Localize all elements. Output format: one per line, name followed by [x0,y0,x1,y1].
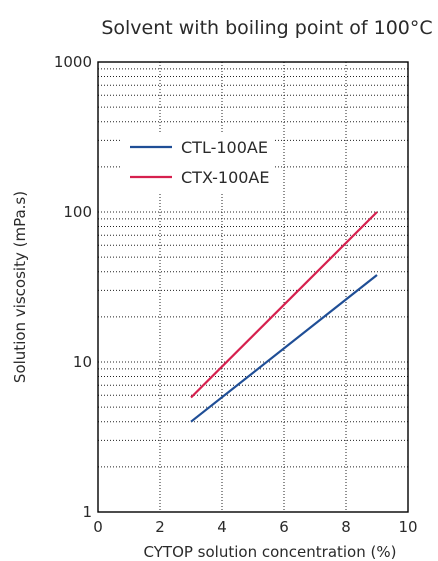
series-line-ctl-100ae [190,274,378,423]
legend: CTL-100AE CTX-100AE [122,134,274,192]
x-tick-label-10: 10 [398,518,417,536]
x-tick-label-4: 4 [217,518,227,536]
series-line-ctx-100ae [190,211,378,399]
y-tick-label-1000: 1000 [54,53,92,71]
x-axis-ticks: 0 2 4 6 8 10 [93,518,417,536]
y-axis-label: Solution viscosity (mPa.s) [11,191,29,383]
x-tick-label-6: 6 [279,518,289,536]
series-lines [190,211,378,423]
y-tick-label-10: 10 [73,353,92,371]
plot-frame [97,61,409,513]
legend-label-ctl-100ae: CTL-100AE [181,138,268,157]
legend-label-ctx-100ae: CTX-100AE [181,168,269,187]
y-axis-ticks: 1 10 100 1000 [54,53,92,521]
x-tick-label-2: 2 [155,518,165,536]
x-tick-label-8: 8 [341,518,351,536]
chart-title: Solvent with boiling point of 100°C [101,17,432,39]
x-tick-label-0: 0 [93,518,103,536]
y-tick-label-1: 1 [82,503,92,521]
x-axis-label: CYTOP solution concentration (%) [144,543,397,561]
legend-background [122,134,274,192]
y-tick-label-100: 100 [63,203,92,221]
